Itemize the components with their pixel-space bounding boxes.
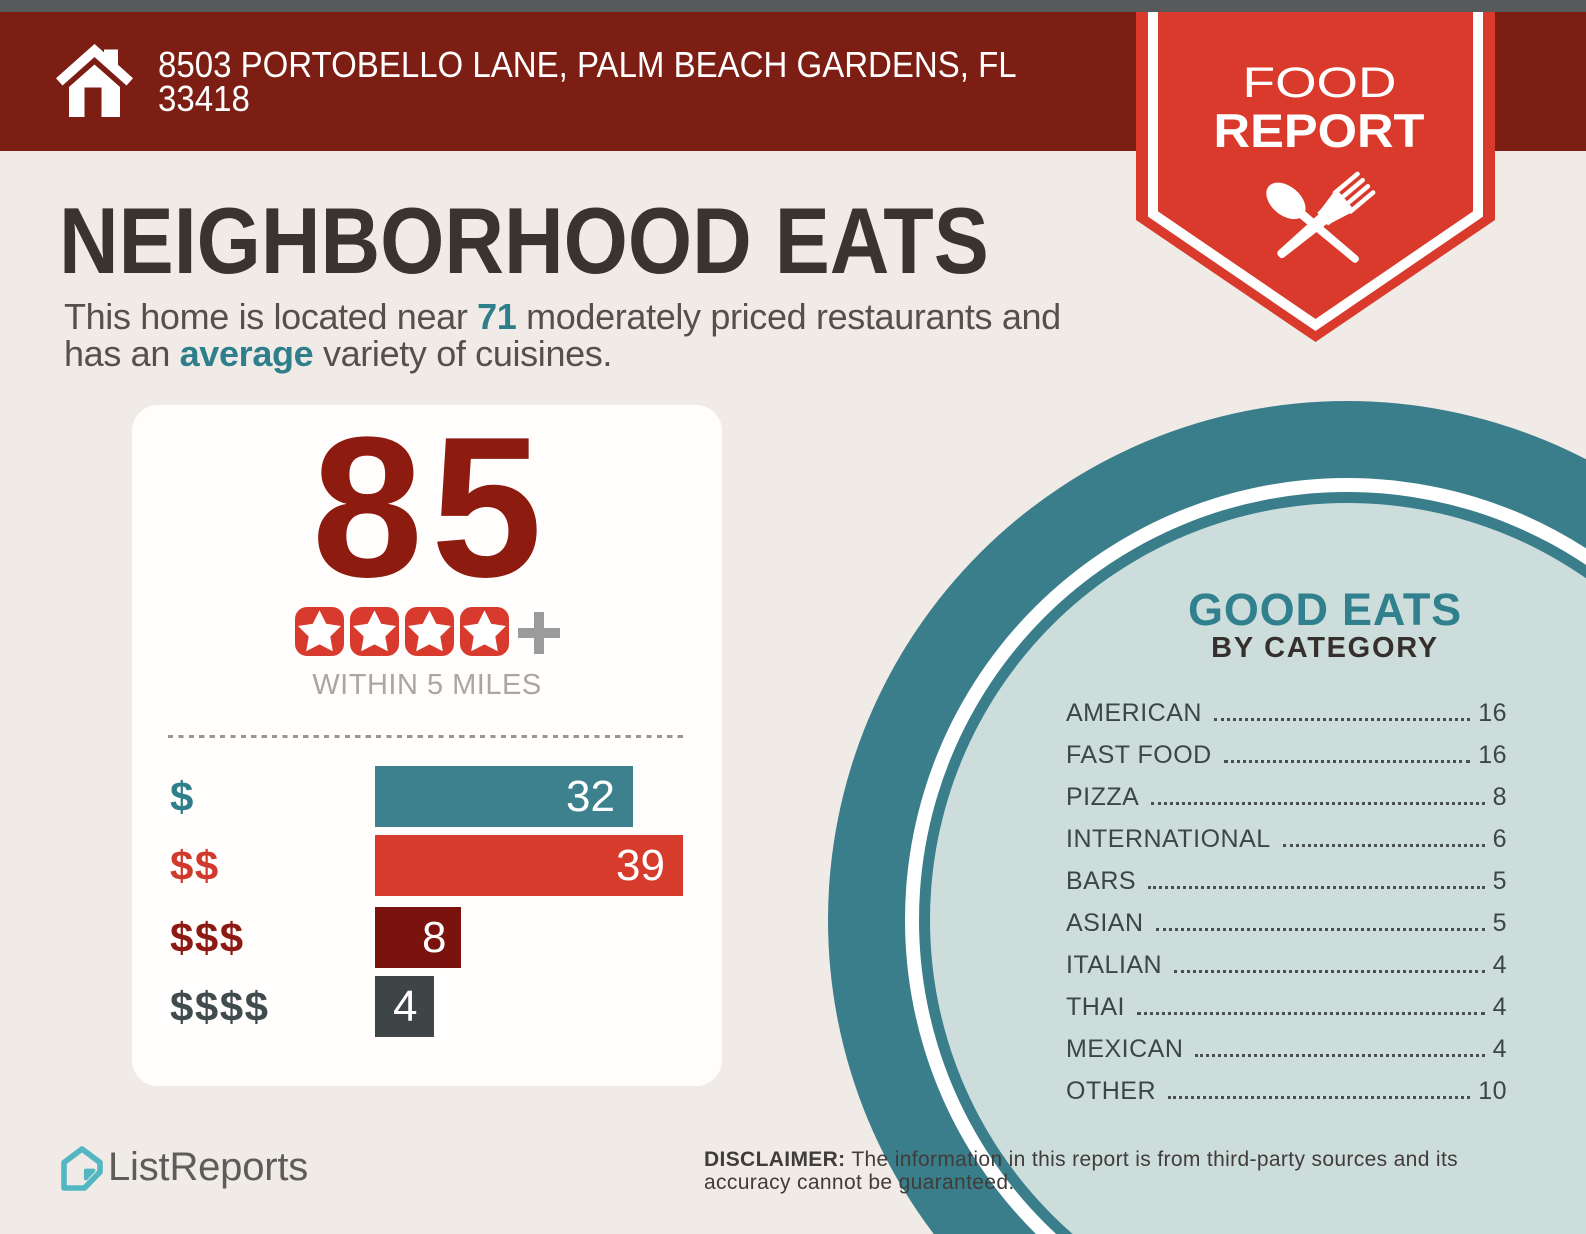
svg-text:FOOD: FOOD	[1243, 59, 1397, 107]
svg-text:REPORT: REPORT	[1214, 104, 1425, 157]
